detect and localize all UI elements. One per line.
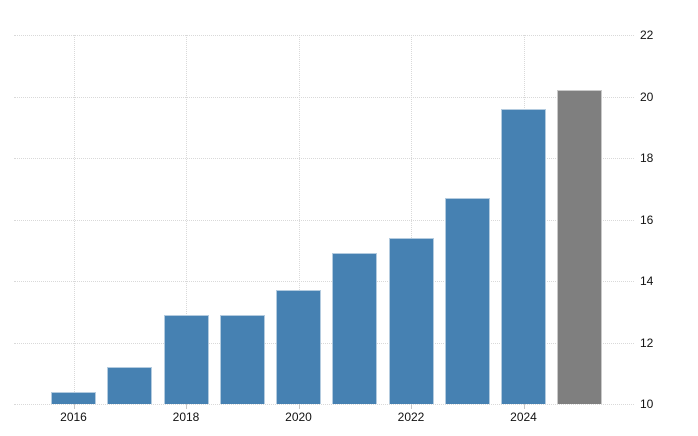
x-tick-label: 2022 <box>397 410 425 424</box>
h-gridline <box>14 404 634 405</box>
y-tick-label: 20 <box>640 89 654 104</box>
bar <box>332 253 378 404</box>
v-gridline <box>186 35 187 404</box>
y-tick-label: 12 <box>640 335 654 350</box>
y-tick-label: 16 <box>640 212 654 227</box>
x-tick-mark <box>73 404 75 409</box>
bar <box>388 237 434 404</box>
forecast-bar <box>557 90 603 404</box>
v-gridline <box>73 35 75 404</box>
h-gridline <box>14 219 634 221</box>
h-gridline <box>14 158 634 159</box>
x-tick-mark <box>298 404 300 409</box>
h-gridline <box>14 342 634 344</box>
y-tick-label: 22 <box>640 28 654 42</box>
h-gridline <box>14 281 634 282</box>
x-tick-mark <box>411 404 412 409</box>
x-tick-mark <box>523 404 525 409</box>
y-tick-label: 18 <box>640 151 654 165</box>
v-gridline <box>298 35 300 404</box>
x-tick-mark <box>186 404 187 409</box>
x-tick-label: 2016 <box>60 410 87 424</box>
y-tick-label: 10 <box>640 397 654 411</box>
bar <box>276 290 321 404</box>
bar <box>163 314 209 404</box>
x-tick-label: 2020 <box>285 410 312 424</box>
bar <box>107 367 153 404</box>
x-tick-label: 2024 <box>510 410 537 424</box>
bar <box>444 197 490 404</box>
bar <box>219 314 265 404</box>
h-gridline <box>14 96 634 98</box>
h-gridline <box>14 35 634 36</box>
x-tick-label: 2018 <box>172 410 200 424</box>
v-gridline <box>411 35 412 404</box>
y-tick-label: 14 <box>640 274 654 288</box>
bar <box>51 391 96 404</box>
bar <box>501 108 546 404</box>
